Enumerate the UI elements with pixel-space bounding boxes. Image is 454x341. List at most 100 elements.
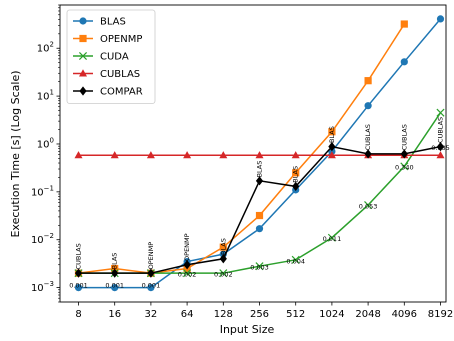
data-point-blas <box>400 58 408 66</box>
rotated-annotation: OPENMP <box>147 242 155 270</box>
legend-box <box>66 9 156 104</box>
data-point-blas <box>147 283 155 292</box>
x-tick-label: 16 <box>108 309 121 320</box>
legend-marker-openmp <box>79 34 87 43</box>
data-point-blas <box>255 225 264 233</box>
data-point-cublas <box>291 151 300 159</box>
x-tick-label: 4096 <box>392 309 417 320</box>
data-point-cuda <box>436 108 445 117</box>
legend-marker-blas <box>79 17 87 25</box>
data-point-cuda <box>183 269 192 278</box>
data-point-compar <box>255 176 264 186</box>
axes: 8 16 32 64 128 256 512 1024 2048 4096 8192 10−3 10−2… <box>31 4 453 320</box>
data-point-compar <box>147 268 155 278</box>
x-tick-label: 2048 <box>355 309 380 320</box>
value-annotation: 0.002 <box>178 271 197 279</box>
value-annotation: 0.004 <box>286 257 305 265</box>
y-tick-label: 10−2 <box>31 232 54 246</box>
data-point-cublas <box>255 151 264 159</box>
x-tick-label: 32 <box>145 309 158 320</box>
data-point-cublas <box>74 151 83 159</box>
x-tick-label: 64 <box>181 309 194 320</box>
data-point-cuda <box>400 162 409 171</box>
rotated-annotation: OPENMP <box>183 233 191 261</box>
data-point-compar <box>292 181 300 191</box>
value-annotation: 0.011 <box>323 235 342 243</box>
data-point-cublas <box>183 151 192 159</box>
rotated-annotation: BLAS <box>111 253 119 270</box>
rotated-annotation: CUBLAS <box>400 124 408 150</box>
y-axis-label: Execution Time [s] (Log Scale) <box>9 70 22 237</box>
value-annotation: 0.001 <box>142 282 161 290</box>
series-line-cuda <box>78 112 442 274</box>
value-annotation: 0.053 <box>359 202 378 210</box>
data-point-compar <box>436 142 445 152</box>
value-annotation: 0.002 <box>214 271 233 279</box>
data-point-openmp <box>400 20 408 28</box>
x-tick-label: 1024 <box>319 309 344 320</box>
y-tick-label: 101 <box>37 89 54 103</box>
data-point-cublas <box>327 151 336 159</box>
data-point-cublas <box>146 151 155 159</box>
data-point-openmp <box>111 264 119 273</box>
plot-area: 0.001 0.001 0.001 0.002 0.002 0.003 0.004 0.011… <box>69 15 450 292</box>
rotated-annotation: BLAS <box>328 126 336 143</box>
rotated-annotation: CUBLAS <box>75 243 83 269</box>
x-tick-label: 128 <box>214 309 233 320</box>
data-point-compar <box>364 149 372 159</box>
x-axis-label: Input Size <box>220 323 275 336</box>
legend-label-compar: COMPAR <box>100 87 143 98</box>
x-tick-label: 8192 <box>428 309 453 320</box>
x-tick-label: 8 <box>75 309 81 320</box>
data-point-compar <box>183 260 191 270</box>
data-point-openmp <box>328 128 336 136</box>
data-point-cublas <box>436 151 445 159</box>
data-point-openmp <box>292 169 300 177</box>
rotated-annotation: BLAS <box>256 161 264 178</box>
series-line-openmp <box>78 23 405 274</box>
data-point-cublas <box>110 151 119 159</box>
rotated-annotation: CUBLAS <box>437 117 445 143</box>
rotated-annotation: BLAS <box>219 238 227 255</box>
rotated-annotation: CUBLAS <box>364 124 372 150</box>
legend: BLAS OPENMP CUDA CUBLAS COMPAR <box>66 9 156 104</box>
data-point-openmp <box>219 243 227 251</box>
data-point-cuda <box>255 262 264 271</box>
data-point-compar <box>219 254 227 264</box>
data-point-compar <box>328 142 336 152</box>
data-point-cuda <box>219 269 228 278</box>
data-point-blas <box>436 15 445 23</box>
legend-marker-cublas <box>79 69 87 77</box>
data-point-blas <box>111 283 119 292</box>
value-annotation: 0.001 <box>69 282 88 290</box>
data-point-compar <box>111 268 119 278</box>
y-tick-label: 10−3 <box>31 280 54 294</box>
y-tick-label: 10−1 <box>31 184 54 198</box>
data-point-blas <box>74 283 83 292</box>
legend-label-openmp: OPENMP <box>100 34 142 45</box>
rotated-annotation: BLAS <box>292 166 300 183</box>
data-point-cuda <box>327 233 336 242</box>
data-point-openmp <box>255 211 264 220</box>
legend-label-cuda: CUDA <box>100 52 129 63</box>
legend-marker-cuda <box>78 51 88 61</box>
plot-frame <box>59 4 447 303</box>
data-point-blas <box>364 102 372 110</box>
value-annotation: 0.340 <box>395 164 414 172</box>
data-point-cuda <box>291 255 300 264</box>
data-point-cuda <box>364 201 373 210</box>
data-point-compar <box>74 268 83 278</box>
value-annotation: 0.885 <box>431 144 450 152</box>
y-tick-label: 102 <box>37 41 54 55</box>
legend-label-cublas: CUBLAS <box>100 69 140 80</box>
y-tick-label: 100 <box>37 136 54 150</box>
value-annotation: 0.003 <box>250 263 269 271</box>
legend-label-blas: BLAS <box>100 17 126 28</box>
value-annotation: 0.001 <box>105 282 124 290</box>
data-point-openmp <box>364 77 372 85</box>
legend-marker-compar <box>79 86 87 96</box>
x-tick-label: 256 <box>250 309 269 320</box>
data-point-compar <box>400 149 408 159</box>
data-point-cublas <box>219 151 228 159</box>
